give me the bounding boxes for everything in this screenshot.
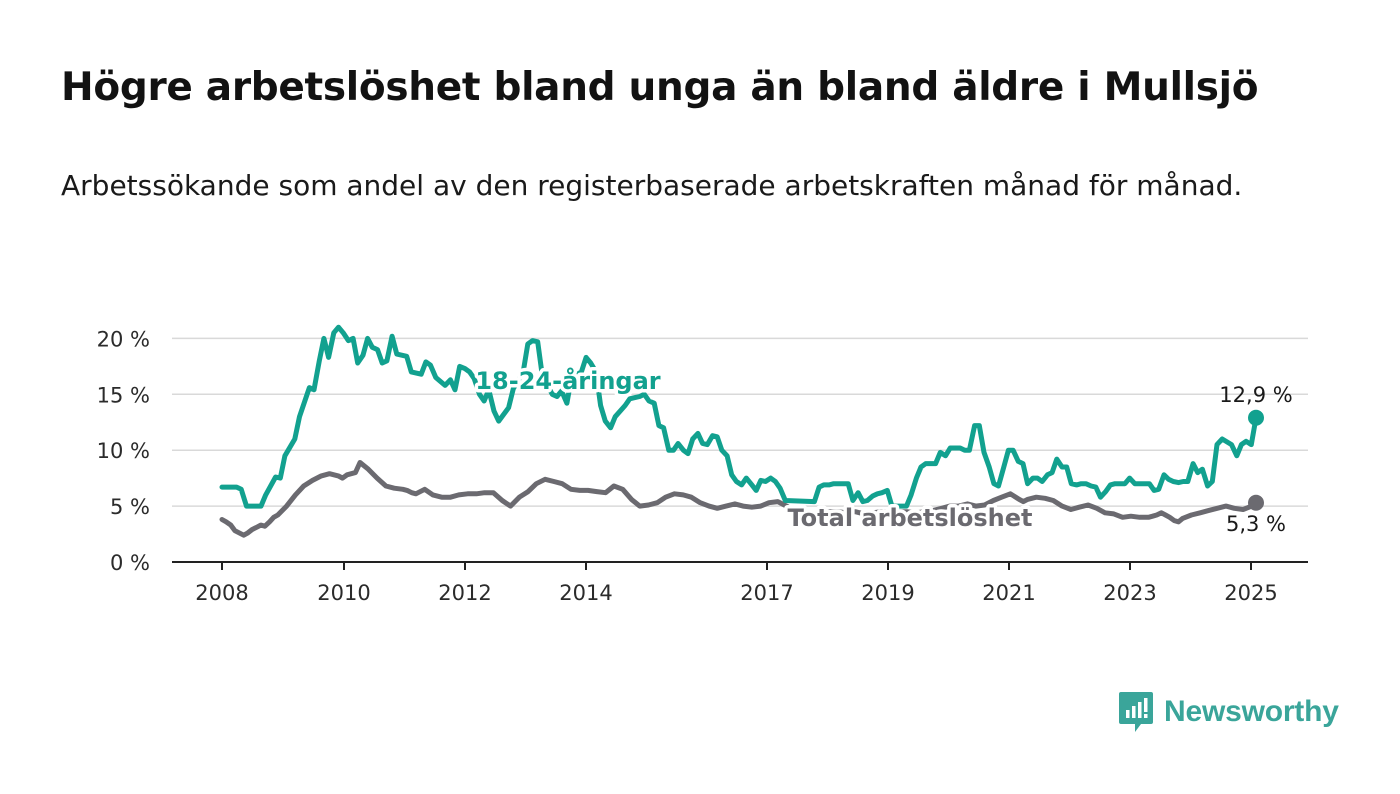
chart-title: Högre arbetslöshet bland unga än bland ä… <box>61 65 1259 110</box>
x-tick-label: 2021 <box>982 581 1035 605</box>
y-tick-label: 5 % <box>110 495 150 519</box>
brand-name: Newsworthy <box>1164 695 1339 728</box>
x-tick-label: 2008 <box>195 581 248 605</box>
newsworthy-brand[interactable]: Newsworthy <box>1118 690 1339 734</box>
x-tick-label: 2025 <box>1224 581 1277 605</box>
x-tick-label: 2023 <box>1103 581 1156 605</box>
axes: 0 % 5 % 10 % 15 % 20 % 2008 2010 2012 2014 2017 20… <box>97 327 1308 605</box>
x-tick-label: 2014 <box>559 581 612 605</box>
x-tick-label: 2012 <box>438 581 491 605</box>
y-tick-label: 10 % <box>97 439 150 463</box>
newsworthy-logo-icon <box>1119 692 1153 732</box>
series-lines <box>219 324 1264 538</box>
series-line-18-24 <box>219 324 1259 509</box>
end-point-18-24 <box>1248 409 1264 426</box>
x-tick-label: 2019 <box>861 581 914 605</box>
series-line-total <box>219 460 1259 538</box>
series-label-total: Total arbetslöshet <box>787 504 1032 532</box>
chart-subtitle: Arbetssökande som andel av den registerb… <box>61 169 1243 202</box>
y-tick-label: 20 % <box>97 327 150 351</box>
x-tick-label: 2010 <box>317 581 370 605</box>
y-tick-label: 15 % <box>97 383 150 407</box>
series-labels: 12,9 % 5,3 % 18-24-åringar Total arbetslösh… <box>472 363 1293 537</box>
series-label-18-24: 18-24-åringar <box>475 366 660 395</box>
y-tick-label: 0 % <box>110 551 150 575</box>
end-label-total: 5,3 % <box>1226 512 1286 536</box>
end-point-total <box>1248 494 1264 511</box>
end-label-18-24: 12,9 % <box>1219 383 1292 407</box>
x-tick-label: 2017 <box>740 581 793 605</box>
